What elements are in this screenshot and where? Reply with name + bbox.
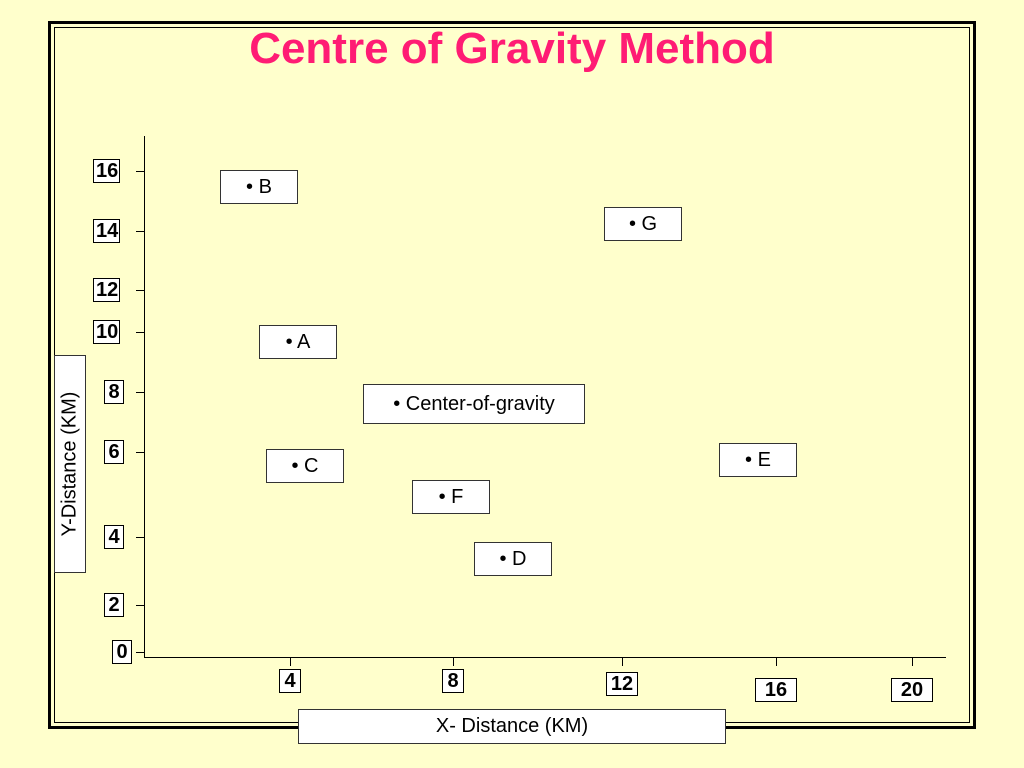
data-point-label: • G [604, 207, 682, 241]
x-tick-mark [912, 658, 913, 666]
x-tick-mark [453, 658, 454, 666]
y-tick-label: 2 [104, 593, 124, 617]
data-point-label: • A [259, 325, 337, 359]
x-tick-mark [290, 658, 291, 666]
y-tick-label: 6 [104, 440, 124, 464]
y-tick-label: 10 [93, 320, 120, 344]
y-tick-label: 16 [93, 159, 120, 183]
y-tick-mark [136, 332, 144, 333]
y-tick-mark [136, 392, 144, 393]
x-tick-label: 16 [755, 678, 797, 702]
y-tick-label: 12 [93, 278, 120, 302]
x-tick-mark [776, 658, 777, 666]
x-tick-mark [622, 658, 623, 666]
y-tick-mark [136, 605, 144, 606]
y-tick-mark [136, 452, 144, 453]
x-axis-line [144, 657, 946, 658]
data-point-label: • Center-of-gravity [363, 384, 585, 424]
y-tick-label: 14 [93, 219, 120, 243]
y-axis-title: Y-Distance (KM) [54, 355, 86, 573]
y-tick-mark [136, 171, 144, 172]
x-tick-label: 8 [442, 669, 464, 693]
y-tick-label: 0 [112, 640, 132, 664]
data-point-label: • E [719, 443, 797, 477]
x-tick-label: 12 [606, 672, 638, 696]
data-point-label: • C [266, 449, 344, 483]
y-tick-mark [136, 290, 144, 291]
y-tick-mark [136, 537, 144, 538]
y-tick-mark [136, 652, 144, 653]
x-axis-title: X- Distance (KM) [298, 709, 726, 744]
y-axis-line [144, 136, 145, 658]
x-tick-label: 20 [891, 678, 933, 702]
chart-title: Centre of Gravity Method [249, 24, 775, 73]
y-tick-mark [136, 231, 144, 232]
y-tick-label: 8 [104, 380, 124, 404]
data-point-label: • F [412, 480, 490, 514]
data-point-label: • B [220, 170, 298, 204]
slide-frame-inner [54, 27, 970, 723]
x-tick-label: 4 [279, 669, 301, 693]
data-point-label: • D [474, 542, 552, 576]
y-tick-label: 4 [104, 525, 124, 549]
y-axis-title-text: Y-Distance (KM) [58, 391, 81, 537]
